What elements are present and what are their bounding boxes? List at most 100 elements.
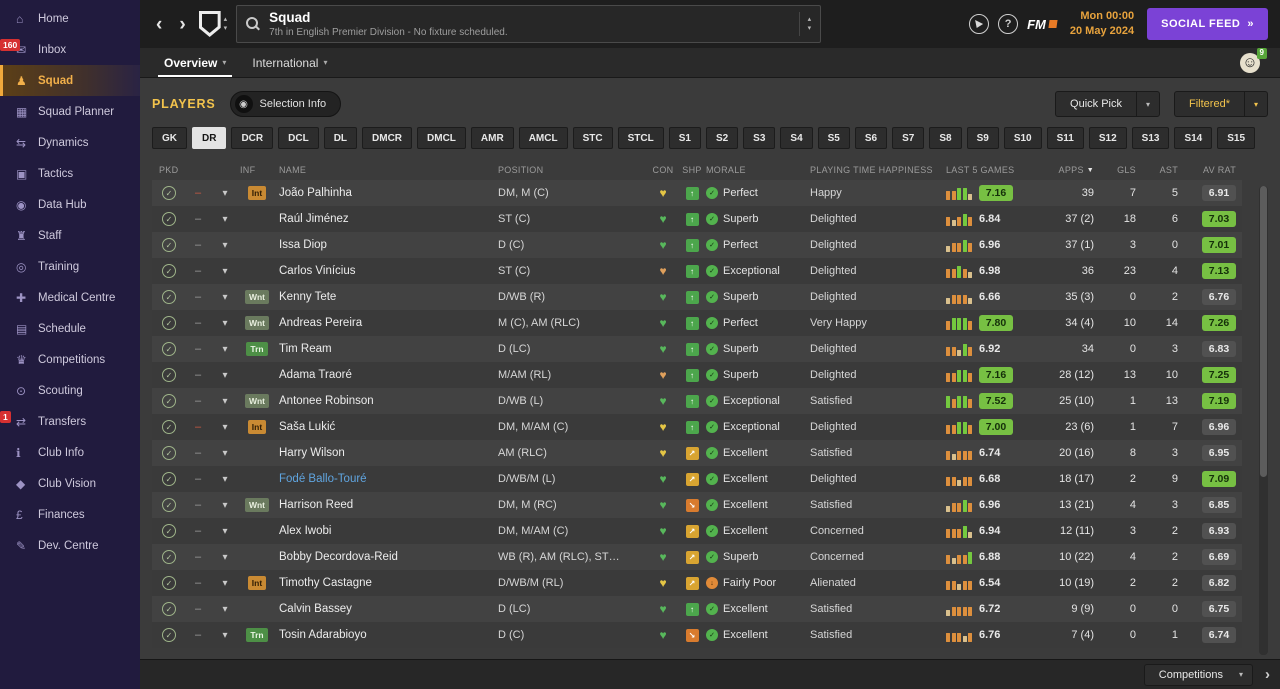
sidebar-item-transfers[interactable]: ⇄ Transfers 1	[0, 406, 140, 437]
player-name[interactable]: Bobby Decordova-Reid	[279, 551, 398, 563]
row-dropdown-chevron[interactable]: ▾	[222, 239, 228, 251]
picked-check-icon[interactable]: ✓	[162, 238, 176, 252]
sidebar-item-club-info[interactable]: ℹ Club Info	[0, 437, 140, 468]
tab-overview[interactable]: Overview ▾	[154, 48, 236, 77]
vertical-scrollbar[interactable]	[1259, 186, 1268, 655]
row-dropdown-chevron[interactable]: ▾	[222, 473, 228, 485]
position-filter-s3[interactable]: S3	[743, 127, 776, 149]
position-filter-dmcr[interactable]: DMCR	[362, 127, 413, 149]
social-feed-button[interactable]: SOCIAL FEED »	[1147, 8, 1268, 40]
player-name[interactable]: Issa Diop	[279, 239, 327, 251]
forward-button[interactable]: ›	[179, 13, 186, 35]
table-row[interactable]: ✓ – ▾ Trn Tosin Adarabioyo D (C) ♥ ↘ ✓ Excellent S…	[152, 622, 1242, 648]
table-row[interactable]: ✓ – ▾ Int Timothy Castagne D/WB/M (RL) ♥ ↗ ↓ Fair…	[152, 570, 1242, 596]
table-row[interactable]: ✓ – ▾ Int João Palhinha DM, M (C) ♥ ↑ ✓ Perfect Ha…	[152, 180, 1242, 206]
picked-check-icon[interactable]: ✓	[162, 394, 176, 408]
row-dropdown-chevron[interactable]: ▾	[222, 213, 228, 225]
table-row[interactable]: ✓ – ▾ Issa Diop D (C) ♥ ↑ ✓ Perfect Delighted 6.96…	[152, 232, 1242, 258]
table-row[interactable]: ✓ – ▾ Raúl Jiménez ST (C) ♥ ↑ ✓ Superb Delighted 6…	[152, 206, 1242, 232]
club-crest-area[interactable]: ▴ ▾	[198, 11, 228, 37]
sidebar-item-tactics[interactable]: ▣ Tactics	[0, 158, 140, 189]
position-filter-amr[interactable]: AMR	[470, 127, 514, 149]
filtered-button[interactable]: Filtered* ▾	[1174, 91, 1268, 117]
picked-check-icon[interactable]: ✓	[162, 186, 176, 200]
selection-info-button[interactable]: ◉ Selection Info	[229, 91, 342, 117]
club-switcher[interactable]: ▴ ▾	[224, 16, 228, 32]
player-name[interactable]: João Palhinha	[279, 187, 352, 199]
position-filter-dcr[interactable]: DCR	[231, 127, 274, 149]
position-filter-dr[interactable]: DR	[192, 127, 227, 149]
column-header-av-rat[interactable]: AV RAT	[1184, 165, 1242, 175]
picked-check-icon[interactable]: ✓	[162, 290, 176, 304]
sidebar-item-medical-centre[interactable]: ✚ Medical Centre	[0, 282, 140, 313]
picked-check-icon[interactable]: ✓	[162, 420, 176, 434]
chevron-down-icon[interactable]: ▾	[1136, 92, 1159, 116]
picked-check-icon[interactable]: ✓	[162, 446, 176, 460]
row-dropdown-chevron[interactable]: ▾	[222, 343, 228, 355]
position-filter-amcl[interactable]: AMCL	[518, 127, 568, 149]
row-dropdown-chevron[interactable]: ▾	[222, 447, 228, 459]
column-header-morale[interactable]: MORALE	[706, 165, 810, 175]
row-dropdown-chevron[interactable]: ▾	[222, 187, 228, 199]
picked-check-icon[interactable]: ✓	[162, 264, 176, 278]
position-filter-stcl[interactable]: STCL	[617, 127, 664, 149]
column-header-playing-time-happiness[interactable]: PLAYING TIME HAPPINESS	[810, 165, 946, 175]
table-row[interactable]: ✓ – ▾ Wnt Harrison Reed DM, M (RC) ♥ ↘ ✓ Excellen…	[152, 492, 1242, 518]
position-filter-s4[interactable]: S4	[780, 127, 813, 149]
column-header-position[interactable]: POSITION	[498, 165, 648, 175]
column-header-inf[interactable]: INF	[240, 165, 274, 175]
position-filter-s1[interactable]: S1	[668, 127, 701, 149]
player-name[interactable]: Timothy Castagne	[279, 577, 372, 589]
player-name[interactable]: Kenny Tete	[279, 291, 337, 303]
position-filter-gk[interactable]: GK	[152, 127, 187, 149]
quick-pick-button[interactable]: Quick Pick ▾	[1055, 91, 1161, 117]
position-filter-dcl[interactable]: DCL	[278, 127, 319, 149]
player-name[interactable]: Tosin Adarabioyo	[279, 629, 367, 641]
position-filter-stc[interactable]: STC	[572, 127, 613, 149]
picked-check-icon[interactable]: ✓	[162, 602, 176, 616]
player-name[interactable]: Andreas Pereira	[279, 317, 363, 329]
sidebar-item-squad-planner[interactable]: ▦ Squad Planner	[0, 96, 140, 127]
position-filter-s13[interactable]: S13	[1131, 127, 1170, 149]
sidebar-item-squad[interactable]: ♟ Squad	[0, 65, 140, 96]
table-row[interactable]: ✓ – ▾ Calvin Bassey D (LC) ♥ ↑ ✓ Excellent Satisf…	[152, 596, 1242, 622]
sidebar-item-club-vision[interactable]: ◆ Club Vision	[0, 468, 140, 499]
column-header-apps[interactable]: APPS ▼	[1038, 165, 1100, 175]
picked-check-icon[interactable]: ✓	[162, 342, 176, 356]
row-dropdown-chevron[interactable]: ▾	[222, 317, 228, 329]
row-dropdown-chevron[interactable]: ▾	[222, 525, 228, 537]
player-name[interactable]: Carlos Vinícius	[279, 265, 356, 277]
table-row[interactable]: ✓ – ▾ Carlos Vinícius ST (C) ♥ ↑ ✓ Exceptional De…	[152, 258, 1242, 284]
table-row[interactable]: ✓ – ▾ Wnt Andreas Pereira M (C), AM (RLC) ♥ ↑ ✓ P…	[152, 310, 1242, 336]
row-dropdown-chevron[interactable]: ▾	[222, 603, 228, 615]
title-scroll-chevrons[interactable]: ▴ ▾	[798, 12, 811, 36]
table-row[interactable]: ✓ – ▾ Fodé Ballo-Touré D/WB/M (L) ♥ ↗ ✓ Excellen…	[152, 466, 1242, 492]
picked-check-icon[interactable]: ✓	[162, 628, 176, 642]
row-dropdown-chevron[interactable]: ▾	[222, 499, 228, 511]
row-dropdown-chevron[interactable]: ▾	[222, 369, 228, 381]
player-name[interactable]: Antonee Robinson	[279, 395, 374, 407]
sidebar-item-scouting[interactable]: ⊙ Scouting	[0, 375, 140, 406]
position-filter-s11[interactable]: S11	[1046, 127, 1084, 149]
player-name[interactable]: Calvin Bassey	[279, 603, 352, 615]
player-name[interactable]: Adama Traoré	[279, 369, 352, 381]
picked-check-icon[interactable]: ✓	[162, 316, 176, 330]
sidebar-item-competitions[interactable]: ♛ Competitions	[0, 344, 140, 375]
player-name[interactable]: Harrison Reed	[279, 499, 354, 511]
sidebar-item-data-hub[interactable]: ◉ Data Hub	[0, 189, 140, 220]
table-row[interactable]: ✓ – ▾ Wnt Kenny Tete D/WB (R) ♥ ↑ ✓ Superb Delight…	[152, 284, 1242, 310]
picked-check-icon[interactable]: ✓	[162, 498, 176, 512]
picked-check-icon[interactable]: ✓	[162, 472, 176, 486]
column-header-pkd[interactable]: PKD	[152, 165, 240, 175]
chevron-down-icon[interactable]: ▾	[1243, 92, 1267, 116]
row-dropdown-chevron[interactable]: ▾	[222, 577, 228, 589]
sidebar-item-finances[interactable]: £ Finances	[0, 499, 140, 530]
column-header-shp[interactable]: SHP	[678, 165, 706, 175]
picked-check-icon[interactable]: ✓	[162, 212, 176, 226]
tab-international[interactable]: International ▾	[242, 48, 337, 77]
competitions-button[interactable]: Competitions ▾	[1143, 663, 1253, 686]
sidebar-item-training[interactable]: ◎ Training	[0, 251, 140, 282]
player-name[interactable]: Harry Wilson	[279, 447, 345, 459]
scrollbar-thumb[interactable]	[1260, 186, 1267, 477]
world-icon[interactable]	[969, 14, 990, 34]
